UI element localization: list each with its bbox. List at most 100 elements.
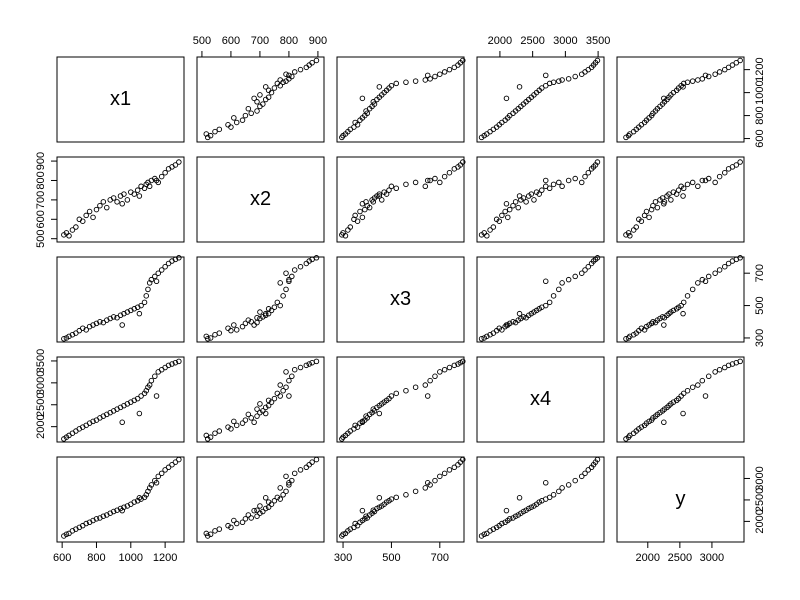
point <box>216 126 223 133</box>
point <box>262 404 269 411</box>
point <box>582 470 588 477</box>
x-tick-label: 500 <box>382 552 400 564</box>
point <box>403 387 409 394</box>
point <box>542 72 549 79</box>
point <box>422 77 429 83</box>
y-tick-label: 500 <box>35 230 47 248</box>
point <box>481 531 487 538</box>
point <box>531 197 537 203</box>
x-tick-label: 800 <box>280 35 298 47</box>
point <box>487 331 493 338</box>
y-tick-label: 800 <box>35 171 47 189</box>
point <box>313 57 320 64</box>
point <box>516 495 523 501</box>
point <box>525 505 532 512</box>
point <box>539 85 545 91</box>
point <box>265 397 272 404</box>
point <box>203 432 210 439</box>
point <box>412 488 419 495</box>
point <box>313 358 320 365</box>
point <box>403 492 409 498</box>
point <box>66 530 72 537</box>
point <box>242 112 249 119</box>
point <box>228 524 234 531</box>
point <box>705 373 712 380</box>
y-tick-label: 3000 <box>35 371 47 395</box>
point <box>124 197 131 203</box>
point <box>286 377 292 384</box>
y-tick-label: 500 <box>754 296 766 314</box>
point <box>582 267 588 273</box>
y-tick-label: 3000 <box>754 466 766 490</box>
point <box>104 204 110 211</box>
x-tick-label: 2500 <box>520 35 544 47</box>
y-tick-label: 700 <box>754 264 766 282</box>
point <box>69 227 76 233</box>
y-tick-label: 3500 <box>35 349 47 373</box>
point <box>737 358 743 365</box>
point <box>309 459 315 465</box>
point <box>484 530 490 537</box>
point <box>689 384 696 390</box>
point <box>239 117 246 123</box>
point <box>262 84 269 90</box>
point <box>153 177 160 184</box>
point <box>650 202 656 209</box>
point <box>212 430 218 436</box>
point <box>487 128 493 135</box>
point <box>705 73 712 80</box>
point <box>146 485 153 491</box>
point <box>648 320 655 327</box>
point <box>432 373 438 380</box>
panel <box>336 56 465 143</box>
point <box>716 173 723 180</box>
point <box>737 159 743 165</box>
point <box>550 293 557 299</box>
point <box>262 495 269 501</box>
point <box>680 310 686 317</box>
point <box>582 173 588 180</box>
variable-label: x4 <box>530 388 551 410</box>
point <box>506 516 513 522</box>
variable-label: x2 <box>250 188 271 210</box>
point <box>376 495 383 501</box>
point <box>262 410 269 417</box>
point <box>172 459 179 465</box>
point <box>670 307 677 314</box>
point <box>274 299 281 306</box>
point <box>424 480 431 486</box>
point <box>393 390 400 397</box>
point <box>271 498 278 504</box>
point <box>265 94 272 100</box>
point <box>260 508 266 515</box>
point <box>393 80 400 87</box>
point <box>83 212 89 219</box>
point <box>684 387 691 394</box>
point <box>342 233 349 239</box>
point <box>136 310 143 317</box>
point <box>712 369 718 375</box>
point <box>148 482 155 488</box>
point <box>254 406 260 412</box>
panel <box>196 156 325 243</box>
point <box>169 361 175 367</box>
point <box>93 516 100 522</box>
y-tick-label: 900 <box>35 152 47 170</box>
point <box>451 362 458 369</box>
point <box>274 494 281 501</box>
point <box>412 179 419 186</box>
point <box>131 499 137 505</box>
point <box>422 183 429 190</box>
point <box>257 92 263 98</box>
point <box>680 84 686 90</box>
point <box>484 233 490 239</box>
point <box>79 218 86 224</box>
panel <box>196 256 325 343</box>
point <box>585 263 592 270</box>
point <box>695 382 701 388</box>
point <box>254 99 260 105</box>
point <box>260 101 266 107</box>
point <box>680 410 686 417</box>
point <box>153 393 160 399</box>
panel <box>616 56 745 143</box>
